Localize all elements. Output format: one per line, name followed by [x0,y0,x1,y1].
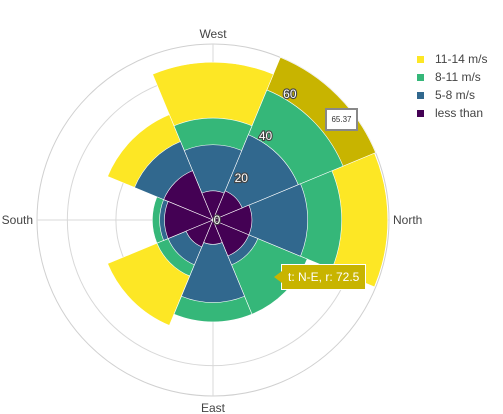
bar-segment[interactable] [164,201,214,239]
legend-swatch [417,55,424,63]
radial-tick-label: 40 [259,129,273,143]
angular-axis-label: East [201,401,226,414]
radial-tick-label: 20 [235,171,249,185]
legend-swatch [417,109,424,117]
angular-axis-label: North [393,213,422,227]
bar-segment[interactable] [212,219,250,257]
bar-segment[interactable] [183,144,243,221]
radial-hover-value: 65.37 [325,108,358,131]
hover-tooltip: t: N-E, r: 72.5 [273,264,367,290]
legend-item[interactable]: 5-8 m/s [414,86,503,104]
legend-swatch [417,73,424,81]
legend-item[interactable]: 11-14 m/s [414,50,503,68]
legend-swatch [417,91,424,99]
legend-label: 11-14 m/s [435,52,488,66]
radial-tick-label: 60 [283,87,297,101]
bar-segment[interactable] [185,219,214,248]
bar-segment[interactable] [212,183,308,257]
bar-segment[interactable] [181,219,245,303]
bars [107,57,389,326]
radial-tick-label: 0 [214,213,221,227]
bar-segment[interactable] [163,170,214,221]
angular-axis-label: West [199,27,227,41]
angular-axis-label: South [2,213,33,227]
legend-label: 5-8 m/s [435,88,476,102]
legend-item[interactable]: less than [414,104,503,122]
legend-item[interactable]: 8-11 m/s [414,68,503,86]
legend-label: 8-11 m/s [435,70,481,84]
angular-labels: North West South East [2,27,423,414]
radial-tick-labels: 0 20 40 60 [213,86,298,228]
legend-label: less than [435,106,484,120]
legend: 11-14 m/s 8-11 m/s 5-8 m/s less than [414,50,503,122]
bar-segment[interactable] [212,190,243,221]
